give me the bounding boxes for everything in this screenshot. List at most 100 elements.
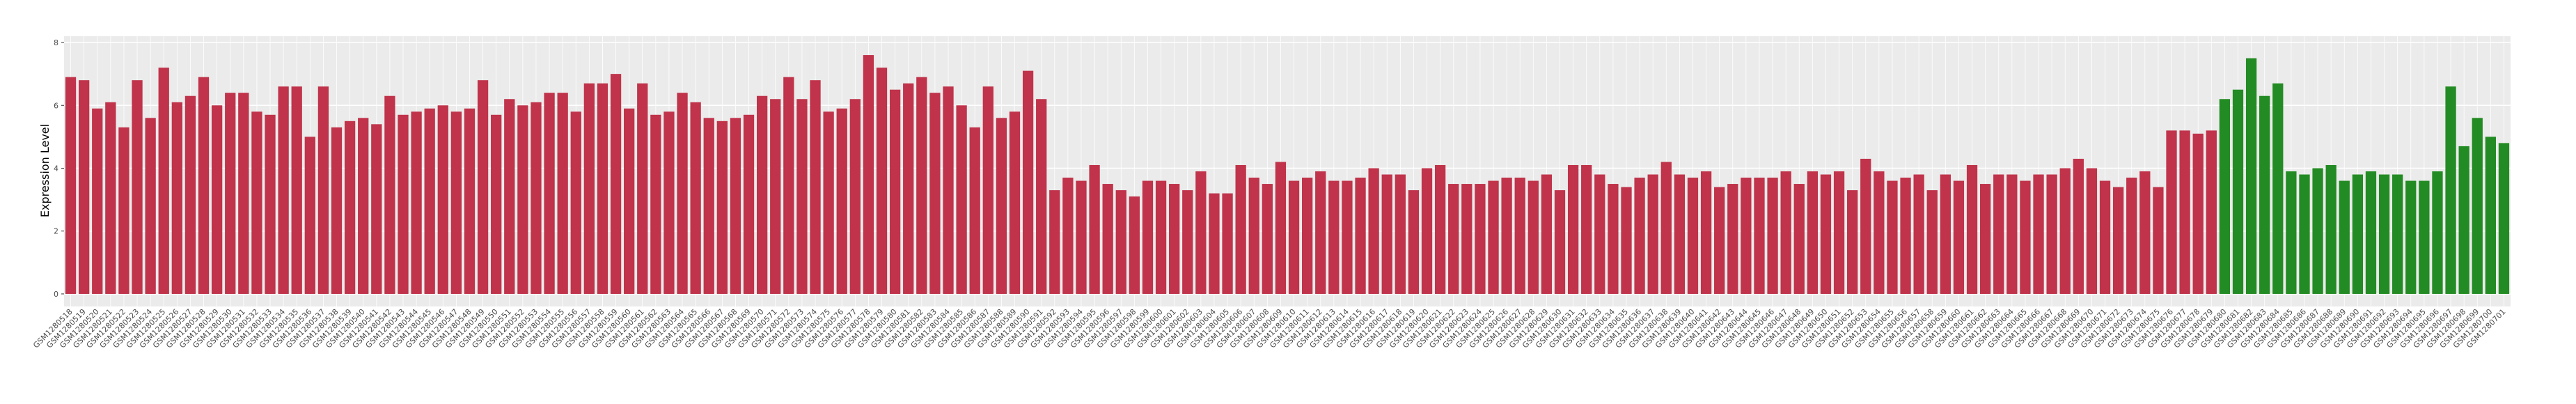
y-tick-label: 0 [54,290,58,299]
bar [1833,171,1845,294]
bar [1501,178,1512,294]
bar [424,108,435,294]
bar [1621,187,1632,294]
bar [2259,95,2270,294]
bar [1527,180,1539,294]
bar [1089,164,1100,294]
bar [2498,143,2510,294]
bar [1448,184,1459,294]
bar [2126,178,2137,294]
bar [1780,171,1791,294]
bar [2139,171,2151,294]
bar [491,114,502,294]
bar [583,83,595,294]
bar [1926,190,1938,294]
bar [996,118,1007,294]
bar [637,83,648,294]
bar [2112,187,2124,294]
bar [969,127,980,294]
bar [65,77,77,294]
bar [1554,190,1566,294]
y-axis-title: Expression Level [38,124,52,217]
bar [225,93,236,294]
bar [1315,171,1326,294]
bar [92,108,103,294]
bar [158,68,169,294]
bar [1142,180,1154,294]
bar [2153,187,2164,294]
bar [1155,180,1167,294]
bar [1700,171,1712,294]
bar [690,102,701,294]
bar [464,108,476,294]
y-tick-label: 4 [54,164,58,173]
bar [1222,193,1233,294]
bar [2432,171,2443,294]
bar [1342,180,1353,294]
bar [1102,184,1113,294]
bar [1129,196,1140,294]
bar [663,111,675,294]
bar [2485,137,2496,294]
bar [105,102,116,294]
bar [437,105,448,294]
bar [1381,174,1392,294]
bar [317,86,329,294]
bar [743,114,755,294]
bar [2405,180,2417,294]
bar [1434,164,1446,294]
bar [411,111,422,294]
bar [1195,171,1207,294]
bar [1235,164,1246,294]
bar [716,121,728,294]
bar [132,80,143,294]
bar [291,86,302,294]
bar [1248,178,1259,294]
bar [2458,146,2469,294]
bar [2033,174,2044,294]
bar [2166,130,2177,294]
bar [1461,184,1472,294]
bar [504,99,515,294]
bar [1421,168,1433,294]
bar [344,121,356,294]
bar [171,102,182,294]
bar [703,118,714,294]
bar [1887,180,1898,294]
bar [371,124,382,294]
bar [1874,171,1885,294]
bar [1793,184,1805,294]
bar [1594,174,1605,294]
bar [916,77,927,294]
bar [517,105,528,294]
bar [1408,190,1420,294]
bar [2099,180,2111,294]
bar [118,127,129,294]
y-tick-label: 2 [54,227,58,236]
bar [1062,178,1074,294]
bar [1355,178,1366,294]
bar [1541,174,1553,294]
bar [1049,190,1060,294]
bar [1022,70,1034,294]
bar [398,114,409,294]
bar [1115,190,1126,294]
bar [1741,178,1752,294]
bar [1727,184,1738,294]
bar [1328,180,1340,294]
bar [251,111,262,294]
bar [1647,174,1658,294]
bar [624,108,635,294]
bar [184,95,196,294]
bar [384,95,395,294]
bar [863,55,874,294]
bar [1913,174,1924,294]
bar [211,105,223,294]
bar [1820,174,1832,294]
y-tick-label: 6 [54,101,58,110]
bar [1514,178,1525,294]
bar [956,105,967,294]
bar [1209,193,1220,294]
